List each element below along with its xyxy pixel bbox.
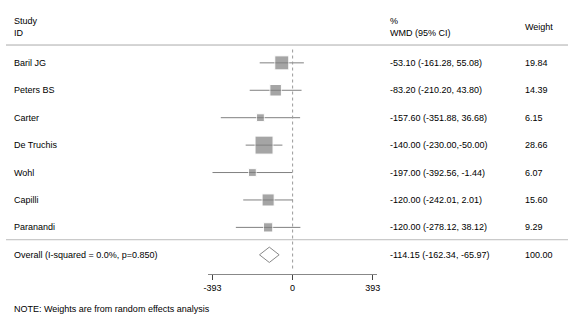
svg-text:-140.00 (-230.00,-50.00): -140.00 (-230.00,-50.00) <box>390 140 488 150</box>
svg-text:%WMD (95% CI): %WMD (95% CI) <box>390 16 451 38</box>
svg-text:-120.00 (-278.12, 38.12): -120.00 (-278.12, 38.12) <box>390 222 487 232</box>
svg-text:0: 0 <box>290 283 295 293</box>
svg-text:393: 393 <box>365 283 380 293</box>
svg-text:-197.00 (-392.56, -1.44): -197.00 (-392.56, -1.44) <box>390 168 485 178</box>
svg-text:Weight: Weight <box>525 22 553 32</box>
svg-text:StudyID: StudyID <box>14 16 38 38</box>
svg-text:15.60: 15.60 <box>525 195 548 205</box>
svg-text:6.15: 6.15 <box>525 113 543 123</box>
svg-text:-114.15 (-162.34, -65.97): -114.15 (-162.34, -65.97) <box>390 250 489 260</box>
svg-text:6.07: 6.07 <box>525 168 543 178</box>
svg-text:Carter: Carter <box>14 113 39 123</box>
svg-text:Capilli: Capilli <box>14 195 39 205</box>
svg-text:9.29: 9.29 <box>525 222 543 232</box>
svg-text:-157.60 (-351.88, 36.68): -157.60 (-351.88, 36.68) <box>390 113 487 123</box>
svg-text:NOTE: Weights are from random: NOTE: Weights are from random effects an… <box>14 304 210 314</box>
svg-text:28.66: 28.66 <box>525 140 548 150</box>
svg-text:Wohl: Wohl <box>14 168 34 178</box>
svg-text:Peters BS: Peters BS <box>14 85 55 95</box>
svg-text:-53.10 (-161.28, 55.08): -53.10 (-161.28, 55.08) <box>390 58 482 68</box>
svg-text:19.84: 19.84 <box>525 58 548 68</box>
svg-text:-393: -393 <box>203 283 221 293</box>
svg-text:14.39: 14.39 <box>525 85 548 95</box>
svg-text:-83.20 (-210.20, 43.80): -83.20 (-210.20, 43.80) <box>390 85 482 95</box>
svg-text:Overall (I-squared = 0.0%, p=0: Overall (I-squared = 0.0%, p=0.850) <box>14 250 158 260</box>
svg-text:Paranandi: Paranandi <box>14 222 55 232</box>
svg-text:100.00: 100.00 <box>525 250 553 260</box>
svg-text:De Truchis: De Truchis <box>14 140 58 150</box>
svg-text:-120.00 (-242.01, 2.01): -120.00 (-242.01, 2.01) <box>390 195 482 205</box>
svg-text:Baril JG: Baril JG <box>14 58 46 68</box>
